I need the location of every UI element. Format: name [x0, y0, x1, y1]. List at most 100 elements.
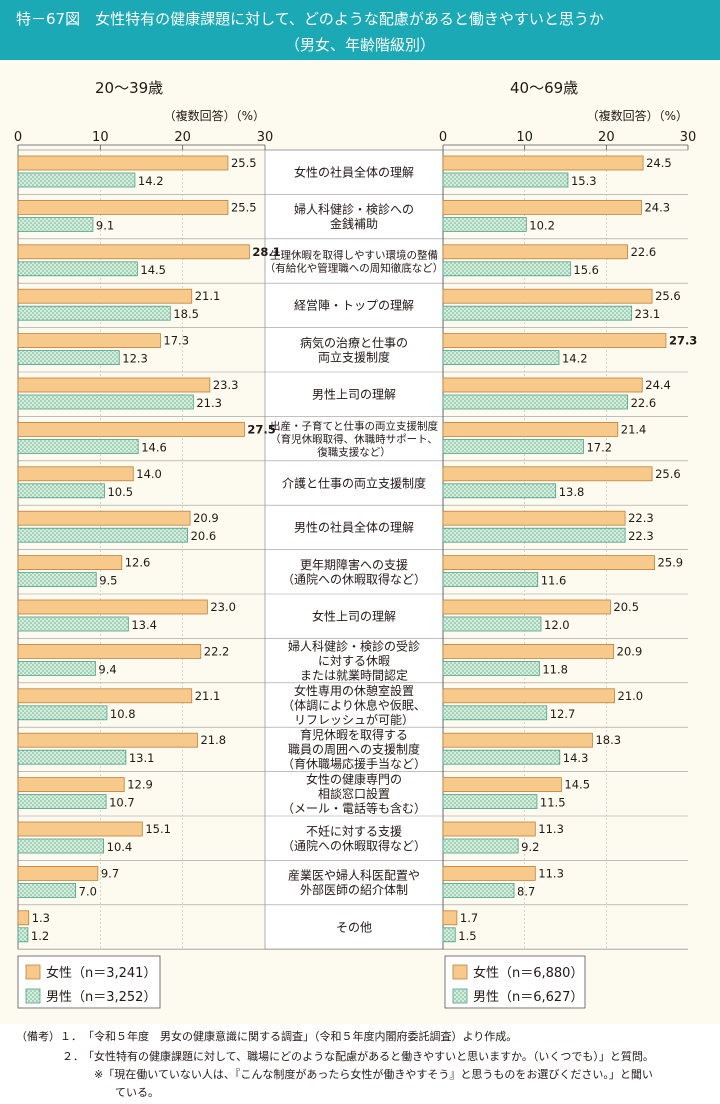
bar-female	[17, 377, 211, 393]
panel-title: 20～39歳	[95, 79, 163, 97]
bar-male	[17, 350, 120, 366]
bar-female	[442, 910, 458, 926]
bar-female	[442, 377, 643, 393]
data-label-female: 12.6	[125, 556, 151, 570]
chart-svg: 女性の社員全体の理解婦人科健診・検診への金銭補助生理休暇を取得しやすい環境の整備…	[14, 79, 697, 1009]
data-label-female: 24.5	[646, 156, 672, 170]
legend-box	[444, 955, 586, 1009]
data-label-male: 14.6	[141, 440, 167, 454]
figure-title: 特－67図 女性特有の健康課題に対して、どのような配慮があると働きやすいと思うか	[16, 10, 604, 28]
category-label: （通院への休暇取得など）	[282, 838, 426, 853]
bar-female	[442, 510, 626, 526]
category-label: 職員の周囲への支援制度	[288, 742, 420, 757]
bar-female	[442, 599, 611, 615]
category-label: 不妊に対する支援	[306, 824, 402, 838]
note-1-prefix: （備考）１．	[16, 1030, 82, 1043]
bar-male	[442, 705, 548, 721]
chart-panel: 女性の社員全体の理解 婦人科健診・検診への 金銭補助 生理休暇を取得しやすい環境の整備…	[0, 60, 720, 1024]
bar-female	[442, 732, 593, 748]
category-label: 女性上司の理解	[312, 609, 396, 624]
category-label: 病気の治療と仕事の	[300, 335, 408, 350]
category-label: （通院への休暇取得など）	[282, 571, 426, 586]
bar-male	[442, 794, 538, 809]
bar-female	[17, 244, 250, 260]
data-label-male: 10.7	[109, 796, 135, 810]
legend-swatch-female	[25, 964, 41, 980]
data-label-male: 8.7	[517, 884, 535, 898]
category-label: 両立支援制度	[318, 349, 390, 364]
data-label-male: 22.3	[628, 529, 654, 543]
category-label: 復職支援など）	[317, 445, 391, 458]
bar-male	[442, 350, 560, 366]
data-label-female: 14.0	[136, 467, 162, 481]
bar-female	[442, 555, 655, 570]
category-label: 介護と仕事の両立支援制度	[282, 475, 426, 490]
data-label-female: 25.9	[658, 556, 684, 570]
data-label-male: 12.7	[550, 707, 576, 721]
legend-label: 女性（n＝6,880）	[473, 965, 583, 981]
tick-label: 0	[14, 130, 22, 145]
bar-female	[442, 155, 644, 171]
category-label: （有給化や管理職への周知徹底など）	[265, 261, 444, 274]
data-label-male: 13.1	[129, 751, 155, 765]
category-label: （育児休暇取得、休職時サポート、	[270, 432, 438, 445]
data-label-male: 12.0	[544, 618, 570, 632]
bar-male	[17, 216, 94, 232]
figure-header: 特－67図 女性特有の健康課題に対して、どのような配慮があると働きやすいと思うか…	[0, 0, 720, 60]
bar-female	[442, 866, 536, 881]
category-label: その他	[336, 920, 372, 934]
data-label-female: 22.2	[204, 644, 230, 658]
data-label-female: 11.3	[538, 866, 564, 880]
data-label-male: 7.0	[79, 884, 97, 898]
bar-female	[17, 466, 134, 482]
bar-female	[442, 199, 642, 215]
data-label-female: 25.6	[655, 289, 681, 303]
bar-male	[442, 261, 571, 277]
bar-male	[442, 616, 542, 632]
tick-label: 20	[598, 130, 615, 145]
tick-label: 20	[174, 130, 191, 145]
category-label: 更年期障害への支援	[300, 557, 408, 572]
bar-male	[442, 305, 633, 321]
bar-male	[442, 483, 557, 499]
data-label-male: 10.4	[107, 840, 133, 854]
category-label: 女性の社員全体の理解	[294, 165, 414, 180]
bar-female	[17, 555, 123, 570]
bar-female	[442, 288, 653, 304]
bar-male	[442, 172, 569, 188]
note-2-prefix: ２．	[62, 1050, 84, 1063]
bar-female	[17, 866, 99, 881]
data-label-female: 25.6	[655, 467, 681, 481]
data-label-female: 21.1	[195, 689, 221, 703]
bar-female	[17, 155, 229, 171]
bar-male	[17, 616, 129, 632]
data-label-female: 24.4	[645, 378, 671, 392]
notes: （備考）１． 「令和５年度 男女の健康意識に関する調査」（令和５年度内閣府委託調…	[0, 1024, 720, 1104]
data-label-male: 17.2	[586, 440, 612, 454]
data-label-male: 14.2	[138, 174, 164, 188]
data-label-male: 11.6	[541, 574, 567, 588]
data-label-male: 15.6	[573, 263, 599, 277]
category-label: 女性専用の休憩室設置	[294, 683, 414, 698]
data-label-female: 20.5	[613, 600, 639, 614]
category-label: 生理休暇を取得しやすい環境の整備	[270, 248, 438, 261]
bar-female	[442, 421, 619, 437]
legend-swatch-male	[452, 988, 468, 1004]
category-label: （メール・電話等も含む）	[282, 801, 426, 816]
bar-female	[17, 199, 229, 215]
category-label: 男性上司の理解	[312, 388, 396, 402]
data-label-female: 27.5	[247, 422, 275, 436]
category-label: （体調により休息や仮眠、	[282, 697, 426, 712]
bar-female	[442, 688, 615, 704]
legend-label: 女性（n＝3,241）	[46, 965, 156, 981]
bar-female	[17, 510, 191, 526]
bar-male	[442, 216, 527, 232]
bar-male	[442, 438, 584, 454]
category-label: 育児休暇を取得する	[300, 727, 408, 742]
tick-label: 30	[680, 130, 697, 145]
data-label-male: 18.5	[173, 307, 199, 321]
data-label-female: 15.1	[145, 822, 171, 836]
bar-male	[442, 927, 456, 943]
tick-label: 10	[92, 130, 109, 145]
unit-label: （複数回答）（%）	[587, 108, 688, 123]
